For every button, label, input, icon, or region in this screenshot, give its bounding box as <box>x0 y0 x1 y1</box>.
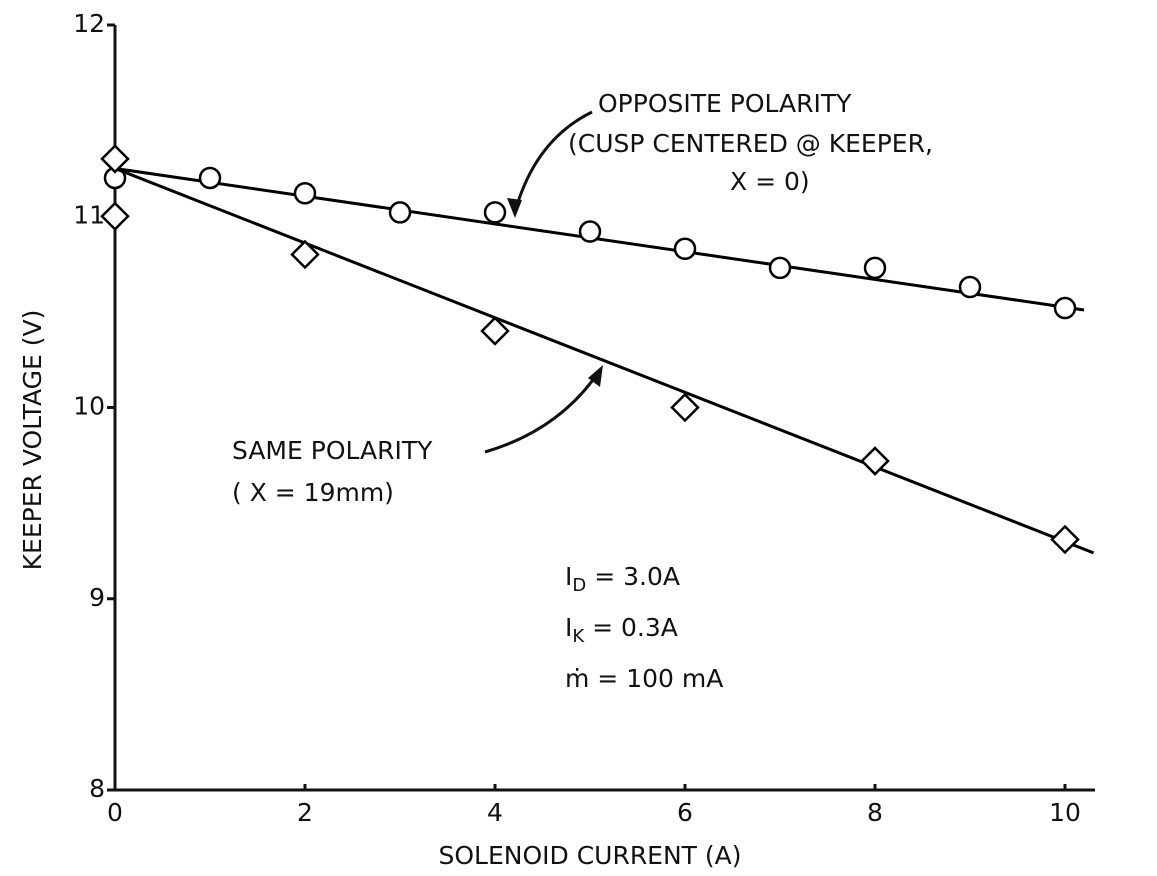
annotation-value: = 100 mA <box>589 664 723 693</box>
arrowhead <box>588 365 603 387</box>
annotation-symbol: I <box>565 562 572 591</box>
series-label: SAME POLARITY <box>232 436 433 465</box>
arrowhead <box>507 198 522 218</box>
annotation-subscript: D <box>572 575 586 596</box>
point <box>673 237 697 261</box>
annotation: IK = 0.3A <box>565 613 678 647</box>
annotation-symbol: I <box>565 613 572 642</box>
series-label: OPPOSITE POLARITY <box>598 89 852 118</box>
arrow <box>513 110 593 213</box>
annotation-subscript: K <box>572 626 585 647</box>
y-tick-label: 11 <box>73 200 105 229</box>
series-label: ( X = 19mm) <box>232 478 394 507</box>
y-tick-label: 10 <box>73 392 105 421</box>
point <box>100 144 130 174</box>
point <box>768 256 792 280</box>
annotation: ṁ = 100 mA <box>565 664 723 693</box>
annotation-value: = 3.0A <box>586 562 680 591</box>
series-label: X = 0) <box>730 167 810 196</box>
point <box>863 256 887 280</box>
y-axis-label: KEEPER VOLTAGE (V) <box>18 310 47 571</box>
series-label: (CUSP CENTERED @ KEEPER, <box>568 129 933 158</box>
x-tick-label: 8 <box>867 798 883 827</box>
point <box>100 201 130 232</box>
point <box>958 275 982 299</box>
y-tick-label: 9 <box>89 583 105 612</box>
point <box>290 239 320 270</box>
x-tick-label: 10 <box>1049 798 1081 827</box>
point <box>670 392 700 423</box>
point <box>1050 524 1080 555</box>
x-tick-label: 6 <box>677 798 693 827</box>
fit-line <box>114 166 1085 312</box>
arrow <box>484 369 602 454</box>
annotation-symbol: ṁ <box>565 664 589 693</box>
point <box>293 182 317 205</box>
annotation-value: = 0.3A <box>584 613 678 642</box>
point <box>1053 296 1077 320</box>
y-tick-label: 12 <box>73 9 105 38</box>
x-tick-label: 4 <box>487 798 503 827</box>
point <box>388 201 412 224</box>
point <box>198 166 222 190</box>
point <box>480 316 510 346</box>
y-tick-label: 8 <box>89 774 105 803</box>
point <box>483 201 507 224</box>
point <box>578 220 602 243</box>
x-tick-label: 2 <box>297 798 313 827</box>
annotation: ID = 3.0A <box>565 562 680 596</box>
x-axis-label: SOLENOID CURRENT (A) <box>438 841 741 870</box>
point <box>860 446 890 476</box>
fit-line <box>114 167 1095 555</box>
x-tick-label: 0 <box>107 798 123 827</box>
